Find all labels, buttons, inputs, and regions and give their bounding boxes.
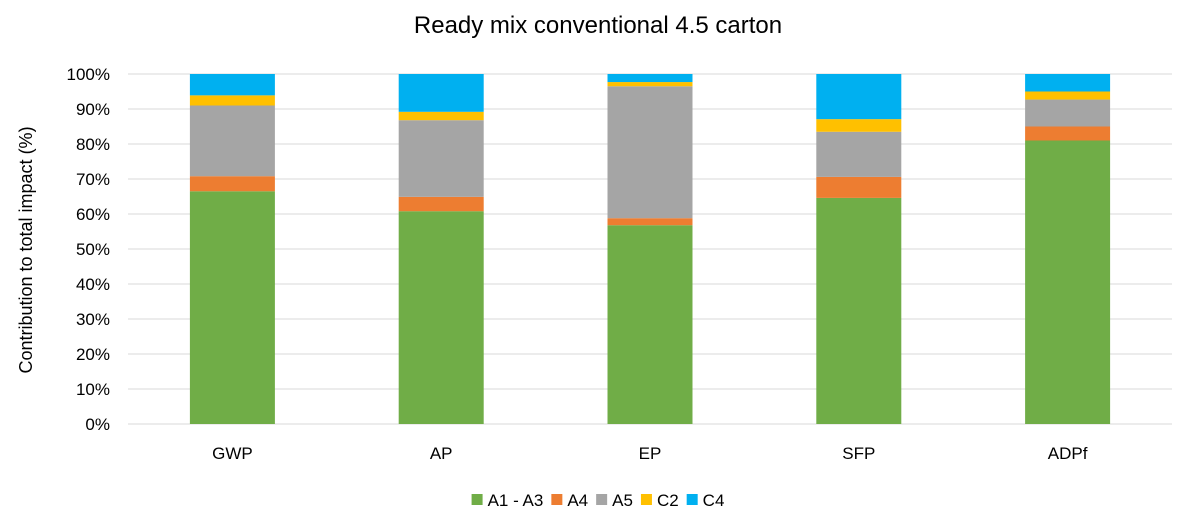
bar-segment [607,86,693,219]
y-tick-label: 50% [76,240,110,259]
bar-segment [189,176,275,192]
y-axis-title: Contribution to total impact (%) [16,126,36,373]
y-tick-label: 80% [76,135,110,154]
bar-segment [1025,91,1111,100]
y-tick-label: 10% [76,380,110,399]
bar-stack-gwp [189,74,275,424]
bar-stack-ap [398,74,484,424]
bar-segment [607,82,693,87]
bar-segment [1025,140,1111,424]
x-tick-label: ADPf [1048,444,1088,463]
chart-title: Ready mix conventional 4.5 carton [414,12,782,39]
legend-item: A4 [551,491,588,510]
bar-segment [816,197,902,424]
legend-item: A5 [596,491,633,510]
y-tick-label: 40% [76,275,110,294]
bar-segment [607,74,693,83]
bar-segment [816,74,902,120]
bar-segment [1025,126,1111,141]
x-axis-tick-labels: GWP AP EP SFP ADPf [212,444,1088,463]
y-axis-tick-labels: 0% 10% 20% 30% 40% 50% 60% 70% 80% 90% 100% [67,65,110,434]
bar-segment [189,74,275,96]
bars [189,74,1111,424]
bar-segment [189,191,275,424]
bar-stack-adpf [1025,74,1111,424]
bar-segment [816,131,902,177]
y-tick-label: 20% [76,345,110,364]
bar-segment [816,176,902,198]
x-tick-label: EP [639,444,662,463]
bar-segment [189,105,275,177]
legend-label: A1 - A3 [488,491,544,510]
legend-item: C4 [686,491,725,510]
bar-segment [1025,74,1111,92]
x-tick-label: GWP [212,444,253,463]
bar-segment [607,225,693,424]
legend-item: A1 - A3 [471,491,544,510]
bar-segment [189,95,275,106]
legend-swatch [640,494,652,505]
legend-swatch [686,494,698,505]
legend-swatch [471,494,483,505]
bar-segment [1025,99,1111,127]
y-tick-label: 30% [76,310,110,329]
legend-label: C4 [703,491,725,510]
legend-label: A4 [567,491,588,510]
y-tick-label: 60% [76,205,110,224]
bar-segment [607,218,693,226]
bar-segment [398,74,484,112]
legend-swatch [551,494,563,505]
y-tick-label: 70% [76,170,110,189]
bar-segment [398,120,484,197]
legend-swatch [596,494,608,505]
x-tick-label: SFP [842,444,875,463]
legend-label: A5 [612,491,633,510]
legend-item: C2 [640,491,679,510]
x-tick-label: AP [430,444,453,463]
y-tick-label: 100% [67,65,110,84]
bar-segment [398,111,484,121]
legend-label: C2 [657,491,679,510]
bar-segment [398,211,484,424]
bar-stack-ep [607,74,693,424]
y-tick-label: 0% [85,415,110,434]
bar-stack-sfp [816,74,902,424]
bar-segment [398,196,484,212]
legend: A1 - A3 A4 A5 C2 C4 [471,491,725,510]
bar-segment [816,119,902,132]
y-tick-label: 90% [76,100,110,119]
